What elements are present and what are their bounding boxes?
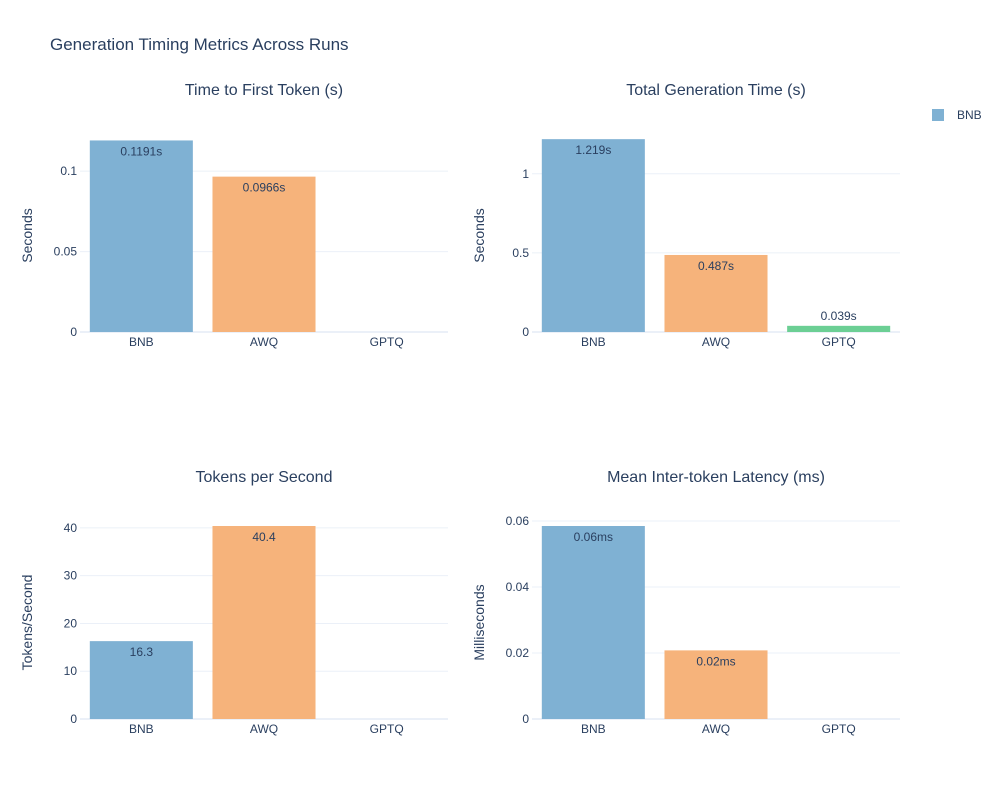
bar-value-label: 0.02ms	[696, 654, 735, 668]
y-axis-title: Seconds	[471, 208, 487, 262]
subplot-3: Tokens per Second 0 10 20 30 40 Tokens/Second B…	[19, 469, 448, 736]
bar-awq[interactable]	[212, 526, 316, 719]
y-tick-label: 0	[70, 712, 77, 726]
bar-value-label: 0.039s	[821, 309, 857, 323]
x-tick-label: GPTQ	[822, 722, 856, 736]
figure-title: Generation Timing Metrics Across Runs	[50, 35, 349, 54]
x-tick-label: BNB	[581, 335, 606, 349]
subplots: Time to First Token (s) 0 0.05 0.1 Seconds BN…	[19, 82, 900, 736]
y-tick-label: 10	[64, 664, 78, 678]
subplot-title: Total Generation Time (s)	[626, 82, 806, 99]
subplot-title: Tokens per Second	[196, 469, 333, 486]
subplot-4: Mean Inter-token Latency (ms) 0 0.02 0.04 0.…	[471, 469, 900, 736]
x-tick-label: BNB	[129, 335, 154, 349]
bar-value-label: 16.3	[130, 645, 154, 659]
legend-label-bnb[interactable]: BNB	[957, 108, 982, 122]
y-tick-label: 1	[522, 167, 529, 181]
bar-bnb[interactable]	[541, 139, 645, 332]
y-tick-label: 0	[70, 325, 77, 339]
subplot-title: Time to First Token (s)	[185, 82, 343, 99]
bar-gptq[interactable]	[787, 325, 891, 332]
y-tick-label: 0	[522, 712, 529, 726]
subplot-title: Mean Inter-token Latency (ms)	[607, 469, 825, 486]
bar-value-label: 0.487s	[698, 259, 734, 273]
y-tick-label: 0.06	[506, 514, 530, 528]
x-tick-label: BNB	[581, 722, 606, 736]
x-tick-label: GPTQ	[370, 722, 404, 736]
y-tick-label: 0	[522, 325, 529, 339]
bar-value-label: 1.219s	[575, 143, 611, 157]
legend[interactable]: BNB	[932, 108, 982, 122]
bar-awq[interactable]	[664, 254, 768, 332]
bar-awq[interactable]	[212, 176, 316, 332]
bar-bnb[interactable]	[89, 140, 193, 332]
y-tick-label: 30	[64, 569, 78, 583]
y-axis-title: Milliseconds	[471, 584, 487, 660]
x-tick-label: AWQ	[702, 335, 730, 349]
x-tick-label: AWQ	[250, 722, 278, 736]
x-tick-label: AWQ	[250, 335, 278, 349]
y-axis-title: Tokens/Second	[19, 575, 35, 671]
bar-bnb[interactable]	[89, 641, 193, 719]
y-tick-label: 0.1	[60, 164, 77, 178]
y-tick-label: 0.04	[506, 580, 530, 594]
y-tick-label: 0.05	[54, 245, 78, 259]
bar-value-label: 0.06ms	[574, 530, 613, 544]
y-tick-label: 0.02	[506, 646, 530, 660]
bar-value-label: 0.1191s	[120, 144, 162, 158]
y-tick-label: 20	[64, 616, 78, 630]
legend-swatch-bnb[interactable]	[932, 109, 944, 121]
bar-awq[interactable]	[664, 650, 768, 719]
x-tick-label: GPTQ	[822, 335, 856, 349]
x-tick-label: AWQ	[702, 722, 730, 736]
y-axis-title: Seconds	[19, 208, 35, 262]
bar-value-label: 40.4	[252, 530, 276, 544]
y-tick-label: 40	[64, 521, 78, 535]
subplot-1: Time to First Token (s) 0 0.05 0.1 Seconds BN…	[19, 82, 448, 349]
y-tick-label: 0.5	[512, 246, 529, 260]
bar-value-label: 0.0966s	[243, 181, 286, 195]
subplot-2: Total Generation Time (s) 0 0.5 1 Seconds BNB…	[471, 82, 900, 349]
x-tick-label: BNB	[129, 722, 154, 736]
bar-bnb[interactable]	[541, 526, 645, 719]
x-tick-label: GPTQ	[370, 335, 404, 349]
